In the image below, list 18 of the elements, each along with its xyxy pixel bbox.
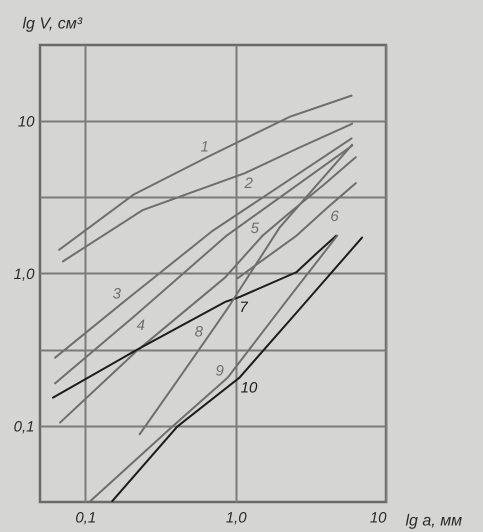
series-label: 3 — [112, 285, 122, 302]
y-tick-label: 1,0 — [14, 266, 36, 283]
series-label: 8 — [194, 323, 204, 340]
series-label: 6 — [330, 208, 340, 225]
x-tick-label: 10 — [370, 510, 388, 526]
x-tick-label: 1,0 — [226, 510, 248, 526]
y-axis-title: lg V, см³ — [22, 16, 83, 32]
series-label: 2 — [244, 175, 254, 192]
y-tick-label: 10 — [18, 114, 36, 131]
series-label: 10 — [240, 380, 258, 397]
series-label: 5 — [250, 220, 260, 237]
series-label: 4 — [136, 317, 146, 334]
series-label: 9 — [215, 362, 224, 380]
series-label: 7 — [239, 298, 248, 316]
x-tick-label: 0,1 — [75, 510, 96, 526]
y-tick-label: 0,1 — [14, 418, 34, 436]
series-label: 1 — [200, 138, 209, 156]
x-axis-title: lg a, мм — [406, 512, 462, 530]
